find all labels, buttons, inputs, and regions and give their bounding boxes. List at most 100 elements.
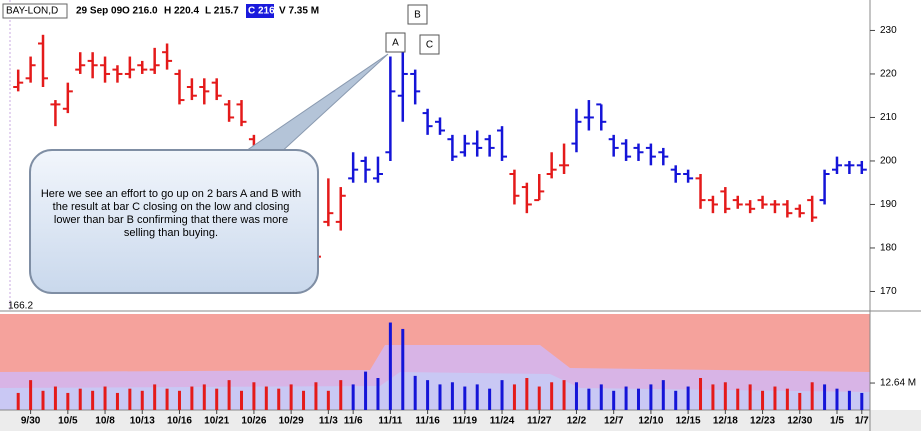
x-tick-label: 11/16 — [415, 416, 440, 427]
volume-bar — [227, 380, 231, 410]
volume-bar — [860, 392, 864, 410]
volume-bar — [277, 388, 281, 410]
volume-bar — [202, 384, 206, 410]
x-tick-label: 11/6 — [344, 416, 363, 427]
volume-bar — [401, 328, 405, 410]
y-tick-label: 190 — [880, 199, 897, 210]
bar-label: A — [392, 38, 399, 49]
volume-bar — [289, 384, 293, 410]
volume-bar — [599, 384, 603, 410]
volume-bar — [302, 390, 306, 410]
volume-bar — [574, 382, 578, 410]
callout-box — [29, 149, 319, 294]
volume-bar — [115, 392, 119, 410]
volume-bar — [128, 388, 132, 410]
volume-bar — [165, 388, 169, 410]
price-min: 166.2 — [8, 301, 33, 312]
volume-bar — [66, 392, 70, 410]
x-tick-label: 12/30 — [787, 416, 812, 427]
volume-bar — [761, 390, 765, 410]
x-tick-label: 12/7 — [604, 416, 624, 427]
volume-bar — [847, 390, 851, 410]
x-tick-label: 10/29 — [279, 416, 304, 427]
volume-bar — [53, 386, 57, 410]
y-tick-label: 220 — [880, 69, 897, 80]
volume-bar — [748, 384, 752, 410]
volume-bar — [78, 388, 82, 410]
volume-bar — [16, 392, 20, 410]
volume-bar — [140, 390, 144, 410]
x-tick-label: 12/2 — [567, 416, 587, 427]
volume-bar — [711, 384, 715, 410]
y-tick-label: 200 — [880, 156, 897, 167]
volume-bar — [153, 384, 157, 410]
volume-bar — [550, 382, 554, 410]
volume-bar — [41, 390, 45, 410]
volume-bar — [426, 380, 430, 410]
date-axis-bg — [0, 410, 921, 431]
volume-bar — [587, 388, 591, 410]
label-box — [385, 32, 406, 53]
x-tick-label: 10/13 — [130, 416, 155, 427]
volume-bar — [376, 378, 380, 410]
volume-bar — [252, 382, 256, 410]
volume-bar — [463, 386, 467, 410]
x-tick-label: 11/24 — [490, 416, 515, 427]
bar-label: C — [426, 40, 433, 51]
volume-bar — [525, 378, 529, 410]
volume-bar — [649, 384, 653, 410]
volume-bar — [512, 384, 516, 410]
volume-bar — [339, 380, 343, 410]
y-tick-label: 170 — [880, 286, 897, 297]
x-tick-label: 9/30 — [21, 416, 41, 427]
volume-bar — [103, 386, 107, 410]
header-open: O 216.0 — [122, 6, 158, 17]
volume-bar — [326, 390, 330, 410]
volume-bar — [29, 380, 33, 410]
volume-bar — [835, 388, 839, 410]
header-date: 29 Sep 09 — [76, 6, 123, 17]
volume-bar — [488, 388, 492, 410]
volume-bar — [450, 382, 454, 410]
x-tick-label: 10/26 — [241, 416, 266, 427]
volume-bar — [413, 375, 417, 410]
x-tick-label: 11/11 — [378, 416, 402, 427]
symbol-box — [2, 3, 68, 19]
volume-bar — [785, 388, 789, 410]
volume-bar — [612, 390, 616, 410]
volume-bar — [264, 386, 268, 410]
volume-bar — [215, 388, 219, 410]
x-tick-label: 10/8 — [95, 416, 115, 427]
volume-bar — [190, 386, 194, 410]
y-tick-label: 210 — [880, 112, 897, 123]
x-tick-label: 11/19 — [453, 416, 478, 427]
close-highlight — [246, 4, 274, 18]
x-tick-label: 12/18 — [713, 416, 738, 427]
x-tick-label: 1/7 — [855, 416, 869, 427]
volume-bar — [810, 382, 814, 410]
x-tick-label: 1/5 — [830, 416, 844, 427]
volume-bar — [314, 382, 318, 410]
volume-bar — [91, 390, 95, 410]
header-high: H 220.4 — [164, 6, 199, 17]
volume-bar — [798, 392, 802, 410]
volume-bar — [773, 386, 777, 410]
volume-bar — [661, 380, 665, 410]
label-box — [419, 34, 440, 55]
x-tick-label: 12/23 — [750, 416, 775, 427]
volume-bar — [240, 390, 244, 410]
symbol: BAY-LON,D — [6, 6, 58, 17]
annotation: Here we see an effort to go up on 2 bars… — [40, 188, 302, 239]
volume-bar — [438, 384, 442, 410]
volume-bar — [699, 378, 703, 410]
header-low: L 215.7 — [205, 6, 239, 17]
volume-bar — [686, 386, 690, 410]
label-box — [407, 4, 428, 25]
header-volume: V 7.35 M — [279, 6, 319, 17]
volume-bar — [723, 382, 727, 410]
y-tick-label: 230 — [880, 25, 897, 36]
x-tick-label: 11/3 — [319, 416, 338, 427]
volume-bar — [624, 386, 628, 410]
